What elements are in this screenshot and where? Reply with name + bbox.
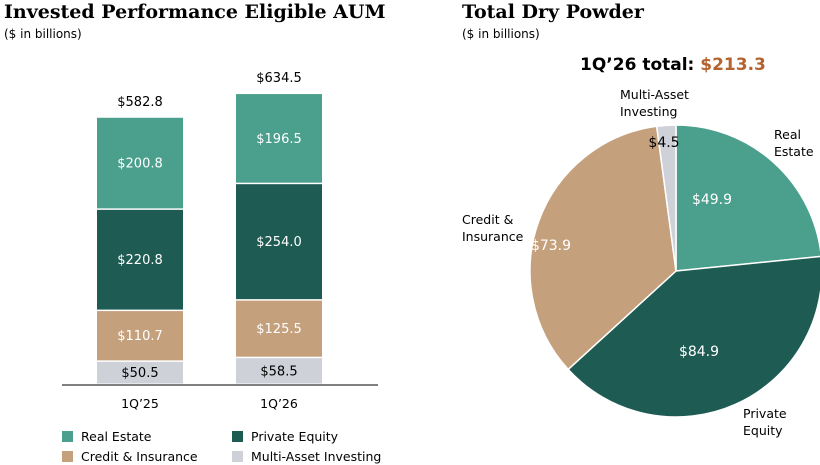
legend-item-private-equity: Private Equity: [232, 429, 338, 444]
legend-item-multi-asset: Multi-Asset Investing: [232, 449, 381, 464]
bar-segment-real-estate-1: [97, 117, 183, 209]
legend-label-private-equity: Private Equity: [251, 429, 339, 444]
bar-segment-private-equity-1: [97, 209, 183, 310]
bar-chart-title: Invested Performance Eligible AUM: [4, 1, 386, 23]
pie-value-label-credit-insurance: $73.9: [531, 238, 571, 254]
pie-slice-multi-asset-investing: [655, 124, 677, 272]
bar-segment-credit-insurance-2: [236, 300, 322, 357]
pie-category-label-line: Investing: [620, 104, 677, 119]
pie-category-label-line: Insurance: [462, 229, 524, 244]
bar-chart-subtitle: ($ in billions): [4, 27, 82, 41]
legend-swatch-real-estate: [62, 431, 73, 442]
dry-powder-total-value: $213.3: [700, 55, 766, 75]
pie-value-label-private-equity: $84.9: [679, 344, 719, 360]
bar-value-label-private-equity-2: $254.0: [256, 235, 302, 250]
legend-label-credit-insurance: Credit & Insurance: [81, 449, 198, 464]
bar-total-label-1: $582.8: [117, 95, 163, 110]
dry-powder-total-label: 1Q’26 total:: [580, 55, 695, 75]
pie-category-label-line: Multi-Asset: [620, 87, 689, 102]
pie-category-label-credit-insurance: Credit & Insurance: [462, 212, 524, 244]
pie-category-label-line: Estate: [774, 144, 814, 159]
pie-chart-title: Total Dry Powder: [462, 1, 644, 23]
bar-segment-credit-insurance-1: [97, 311, 183, 361]
pie-category-label-line: Equity: [743, 423, 783, 438]
stacked-bar-chart: $50.5 $110.7 $220.8 $200.8 $582.8 1Q’25 $58.5 $…: [62, 71, 378, 411]
pie-chart-subtitle: ($ in billions): [462, 27, 540, 41]
bar-value-label-real-estate-1: $200.8: [117, 157, 163, 172]
pie-slice-real-estate: [675, 124, 820, 272]
pie-category-label-real-estate: Real Estate: [774, 127, 814, 159]
bar-segment-multi-asset-investing-2: [236, 358, 322, 384]
legend-item-real-estate: Real Estate: [62, 429, 151, 444]
bar-value-label-multi-asset-investing-1: $50.5: [121, 366, 158, 381]
pie-category-label-line: Real: [774, 127, 801, 142]
bar-segment-private-equity-2: [236, 184, 322, 300]
legend-item-credit-insurance: Credit & Insurance: [62, 449, 198, 464]
legend-label-multi-asset: Multi-Asset Investing: [251, 449, 382, 464]
bar-category-label-2: 1Q’26: [260, 396, 298, 411]
pie-value-label-multi-asset-investing: $4.5: [648, 135, 679, 151]
bar-segment-multi-asset-investing-1: [97, 361, 183, 384]
bar-value-label-credit-insurance-1: $110.7: [117, 329, 163, 344]
bar-value-label-real-estate-2: $196.5: [256, 132, 302, 147]
pie-category-label-private-equity: Private Equity: [743, 406, 787, 438]
bar-total-label-2: $634.5: [256, 71, 302, 86]
pie-value-label-real-estate: $49.9: [692, 192, 732, 208]
legend-swatch-multi-asset: [232, 451, 243, 462]
bar-value-label-credit-insurance-2: $125.5: [256, 322, 302, 337]
legend-label-real-estate: Real Estate: [81, 429, 152, 444]
pie-category-label-line: Credit &: [462, 212, 514, 227]
bar-value-label-private-equity-1: $220.8: [117, 253, 163, 268]
bar-value-label-multi-asset-investing-2: $58.5: [260, 364, 297, 379]
legend-swatch-private-equity: [232, 431, 243, 442]
pie-slice-credit-insurance: [529, 125, 677, 371]
legend-swatch-credit-insurance: [62, 451, 73, 462]
bar-segment-real-estate-2: [236, 94, 322, 183]
pie-category-label-line: Private: [743, 406, 787, 421]
pie-chart: $49.9 Real Estate $84.9 Private Equity $73.9 Cr…: [462, 87, 820, 438]
dry-powder-total: 1Q’26 total: $213.3: [580, 55, 766, 75]
pie-category-label-multi-asset-investing: Multi-Asset Investing: [620, 87, 689, 119]
bar-category-label-1: 1Q’25: [121, 396, 159, 411]
pie-slice-private-equity: [567, 255, 820, 418]
